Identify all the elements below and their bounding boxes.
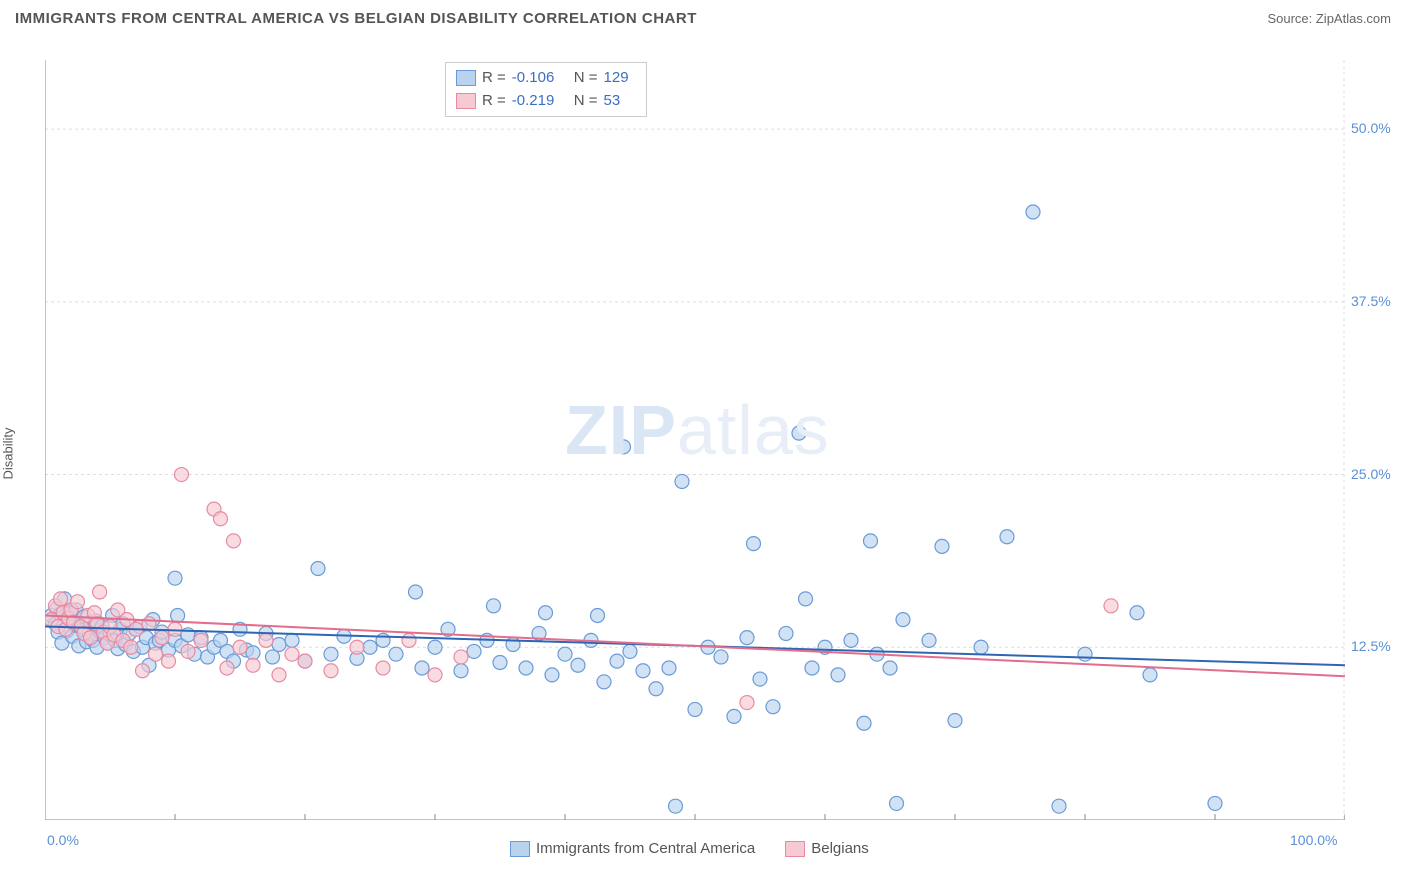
x-tick-label: 100.0% (1290, 832, 1337, 848)
y-tick-label: 50.0% (1351, 120, 1391, 136)
chart-title: IMMIGRANTS FROM CENTRAL AMERICA VS BELGI… (15, 10, 697, 27)
correlation-legend: R =-0.106N =129R =-0.219N =53 (445, 62, 647, 117)
chart-source: Source: ZipAtlas.com (1267, 11, 1391, 26)
series-legend: Immigrants from Central America Belgians (510, 840, 869, 857)
legend-swatch (456, 70, 476, 86)
y-tick-label: 25.0% (1351, 466, 1391, 482)
y-axis-label: Disability (1, 427, 16, 479)
series-legend-item-belgians: Belgians (785, 840, 869, 857)
series-legend-label: Belgians (811, 840, 869, 857)
y-tick-label: 12.5% (1351, 638, 1391, 654)
series-legend-label: Immigrants from Central America (536, 840, 755, 857)
legend-swatch (785, 841, 805, 857)
y-tick-label: 37.5% (1351, 293, 1391, 309)
legend-swatch (456, 93, 476, 109)
legend-row-central_america: R =-0.106N =129 (456, 67, 636, 90)
legend-swatch (510, 841, 530, 857)
chart-header: IMMIGRANTS FROM CENTRAL AMERICA VS BELGI… (15, 10, 1391, 27)
chart-plot-area: ZIPatlas (45, 60, 1345, 820)
x-tick-label: 0.0% (47, 832, 79, 848)
series-legend-item-central_america: Immigrants from Central America (510, 840, 755, 857)
scatter-plot-svg (45, 60, 1345, 820)
legend-row-belgians: R =-0.219N =53 (456, 90, 636, 113)
